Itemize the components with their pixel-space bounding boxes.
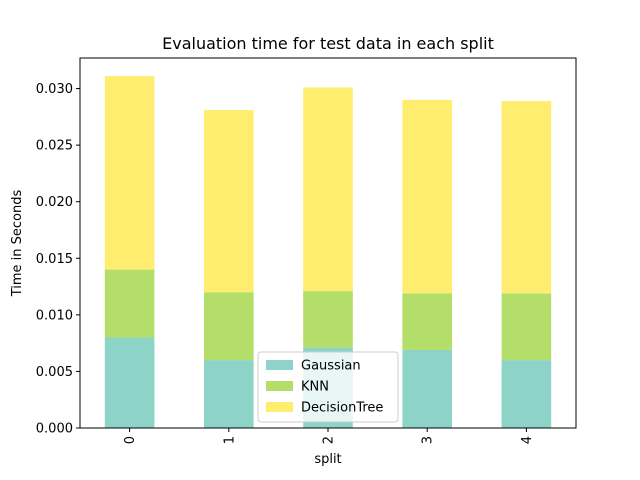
y-tick-label: 0.000 <box>36 422 73 437</box>
bar-decisiontree-split-3 <box>402 99 452 294</box>
y-axis: 0.000 0.005 0.010 0.015 0.020 0.025 0.030 <box>36 82 80 437</box>
bar-gaussian-split-3 <box>402 349 452 428</box>
bar-decisiontree-split-2 <box>303 87 353 292</box>
bar-gaussian-split-0 <box>104 337 155 428</box>
y-tick-label: 0.005 <box>36 365 73 380</box>
y-tick-label: 0.025 <box>36 139 73 154</box>
bar-decisiontree-split-4 <box>501 100 552 294</box>
bar-knn-split-4 <box>501 293 552 361</box>
bars-group <box>104 76 552 428</box>
x-tick-label: 2 <box>322 436 337 444</box>
legend-label-knn: KNN <box>301 380 329 395</box>
legend-swatch-decisiontree <box>266 402 293 412</box>
chart-title: Evaluation time for test data in each sp… <box>162 34 494 53</box>
x-tick-label: 4 <box>520 436 535 444</box>
legend: Gaussian KNN DecisionTree <box>257 351 399 423</box>
y-tick-label: 0.010 <box>36 308 73 323</box>
x-tick-label: 0 <box>123 436 138 444</box>
x-tick-label: 1 <box>222 436 237 444</box>
legend-swatch-knn <box>266 381 293 391</box>
bar-knn-split-3 <box>402 293 452 350</box>
x-axis: 0 1 2 3 4 <box>123 428 535 444</box>
y-tick-label: 0.015 <box>36 252 73 267</box>
legend-label-decisiontree: DecisionTree <box>301 401 383 416</box>
bar-gaussian-split-1 <box>204 360 254 428</box>
x-tick-label: 3 <box>421 436 436 444</box>
y-tick-label: 0.020 <box>36 195 73 210</box>
bar-knn-split-2 <box>303 291 353 348</box>
legend-label-gaussian: Gaussian <box>301 359 361 374</box>
bar-knn-split-1 <box>204 292 254 361</box>
y-axis-label: Time in Seconds <box>10 190 25 298</box>
legend-swatch-gaussian <box>266 360 293 370</box>
bar-decisiontree-split-1 <box>204 110 254 293</box>
x-axis-label: split <box>314 452 341 467</box>
y-tick-label: 0.030 <box>36 82 73 97</box>
bar-gaussian-split-4 <box>501 360 552 428</box>
bar-decisiontree-split-0 <box>104 76 155 270</box>
bar-knn-split-0 <box>104 269 155 338</box>
